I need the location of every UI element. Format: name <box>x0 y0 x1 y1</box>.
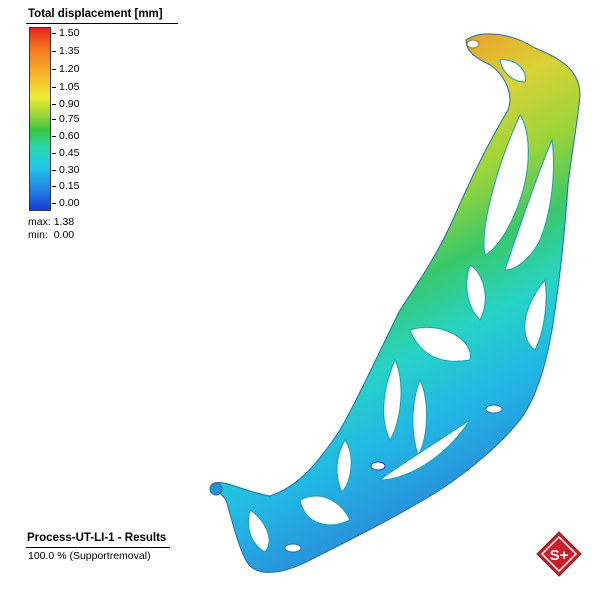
tick-label: 0.15 <box>52 179 79 193</box>
tick-label: 1.20 <box>52 62 79 76</box>
color-scale-ticks: 1.50 1.35 1.20 1.05 0.90 0.75 0.60 0.45 … <box>52 27 112 211</box>
model-mount-knob <box>209 482 223 496</box>
tick-label: 0.60 <box>52 129 79 143</box>
tick-label: 1.35 <box>52 44 79 58</box>
model-hole <box>409 326 471 362</box>
model-hole <box>383 358 402 442</box>
logo-text: S+ <box>550 547 569 564</box>
result-title: Process-UT-LI-1 - Results <box>27 532 167 544</box>
model-hole <box>247 509 270 553</box>
result-underline <box>26 547 170 548</box>
model-hole <box>483 113 529 256</box>
model-hole <box>299 495 351 526</box>
model-bolt-hole <box>466 39 480 49</box>
tick-label: 1.50 <box>52 26 79 40</box>
tick-label: 0.75 <box>52 112 79 126</box>
tick-label: 1.05 <box>52 80 79 94</box>
legend-underline <box>26 23 178 24</box>
tick-label: 0.00 <box>52 196 79 210</box>
color-scale-bar <box>29 27 51 211</box>
model-outer-frame <box>211 33 581 573</box>
tick-label: 0.45 <box>52 146 79 160</box>
max-stat: max: 1.38 <box>28 216 75 228</box>
model-bolt-hole <box>370 461 386 471</box>
tick-label: 0.30 <box>52 163 79 177</box>
model-hole <box>499 59 526 83</box>
model-hole <box>504 138 554 271</box>
simufact-logo: S+ <box>536 531 582 577</box>
tick-label: 0.90 <box>52 97 79 111</box>
legend-title: Total displacement [mm] <box>28 8 163 20</box>
model-hole <box>524 278 547 351</box>
displacement-result-model[interactable] <box>200 20 600 585</box>
min-stat: min: 0.00 <box>28 229 75 241</box>
model-bolt-hole <box>485 404 503 414</box>
model-hole <box>466 264 486 321</box>
model-bolt-hole <box>284 543 302 553</box>
model-hole <box>336 439 352 493</box>
model-hole <box>378 419 471 481</box>
result-subtitle: 100.0 % (Supportremoval) <box>28 550 151 562</box>
